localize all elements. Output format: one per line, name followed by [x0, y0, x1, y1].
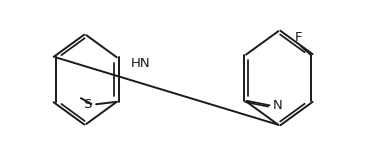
Text: F: F: [295, 31, 303, 44]
Text: HN: HN: [131, 58, 150, 71]
Text: N: N: [273, 99, 283, 112]
Text: S: S: [83, 98, 91, 111]
